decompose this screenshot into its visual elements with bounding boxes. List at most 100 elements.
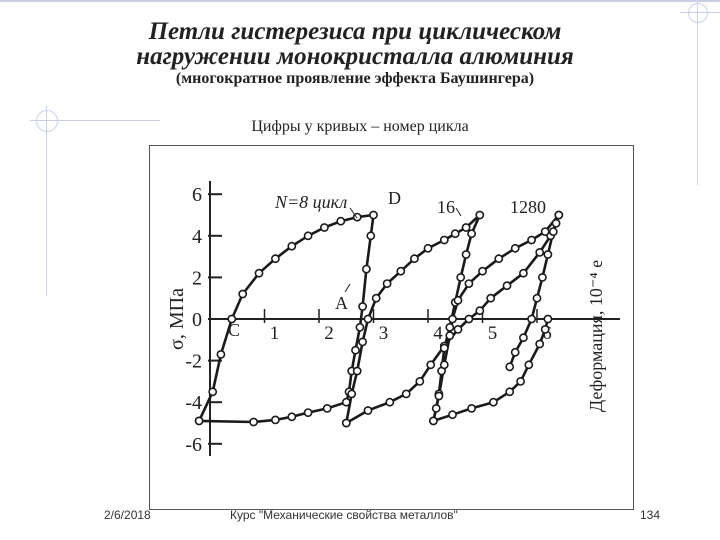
x-tick-label: 6 bbox=[542, 323, 552, 344]
data-point bbox=[464, 279, 474, 288]
annotation-d: D bbox=[388, 188, 401, 208]
slide-subtitle: (многократное проявление эффекта Баушинг… bbox=[175, 70, 535, 87]
data-point bbox=[227, 314, 237, 324]
data-point bbox=[336, 216, 346, 226]
y-tick-label: -6 bbox=[185, 434, 202, 456]
data-point bbox=[341, 397, 351, 407]
data-point bbox=[551, 218, 561, 228]
decorative-left-vertical-line bbox=[46, 106, 47, 296]
data-point bbox=[453, 324, 463, 334]
annotation-n8: N=8 цикл bbox=[274, 192, 347, 212]
annotation-c: C bbox=[228, 320, 240, 340]
data-point bbox=[351, 345, 360, 355]
data-point bbox=[366, 231, 376, 241]
annotation-16-leader bbox=[455, 207, 462, 217]
footer-date: 2/6/2018 bbox=[104, 508, 151, 522]
decorative-top-line bbox=[0, 0, 720, 2]
y-axis-label: σ, МПа bbox=[166, 288, 188, 350]
points-layer bbox=[194, 210, 564, 428]
data-point bbox=[415, 376, 425, 386]
data-point bbox=[527, 314, 536, 324]
data-point bbox=[540, 324, 550, 334]
data-point bbox=[494, 254, 504, 264]
data-point bbox=[505, 387, 515, 397]
decorative-left-horizontal-line bbox=[30, 120, 160, 121]
data-point bbox=[428, 416, 438, 426]
data-point bbox=[355, 322, 365, 332]
data-point bbox=[439, 343, 449, 353]
data-point bbox=[287, 412, 297, 422]
data-point bbox=[448, 410, 457, 420]
data-point bbox=[456, 272, 466, 282]
x-axis-label: Деформация, 10⁻⁴ e bbox=[586, 260, 606, 412]
y-tick-label: -2 bbox=[185, 351, 202, 373]
data-point bbox=[303, 231, 313, 241]
y-tick-label: -4 bbox=[185, 392, 202, 414]
data-point bbox=[358, 302, 367, 311]
data-point bbox=[486, 293, 496, 303]
data-point bbox=[516, 376, 525, 386]
data-point bbox=[445, 322, 455, 332]
data-point bbox=[535, 339, 545, 349]
annotation-n8-leader bbox=[349, 207, 358, 219]
data-point bbox=[208, 387, 218, 397]
data-point bbox=[194, 416, 204, 426]
data-point bbox=[532, 293, 542, 303]
data-point bbox=[450, 229, 460, 239]
data-point bbox=[371, 293, 381, 303]
data-point bbox=[303, 408, 313, 417]
data-point bbox=[347, 389, 357, 399]
y-tick-label: 0 bbox=[192, 309, 202, 331]
data-point bbox=[527, 235, 536, 245]
data-point bbox=[537, 272, 547, 282]
data-point bbox=[341, 418, 351, 428]
data-point bbox=[467, 229, 476, 239]
data-point bbox=[461, 223, 471, 232]
data-point bbox=[543, 314, 553, 324]
hysteresis-chart-frame: 6 4 2 0 -2 -4 -6 1 2 3 4 5 6 σ, МПа Деформация, 10⁻… bbox=[149, 145, 634, 510]
data-point bbox=[423, 243, 433, 253]
data-point bbox=[363, 314, 373, 324]
data-point bbox=[431, 403, 441, 413]
annotation-a-leader bbox=[344, 283, 351, 293]
data-point bbox=[510, 243, 520, 253]
data-point bbox=[445, 331, 455, 340]
data-point bbox=[254, 268, 264, 278]
annotation-a: A bbox=[335, 293, 348, 313]
data-point bbox=[249, 417, 258, 427]
data-point bbox=[448, 314, 457, 324]
annotation-1280: 1280 bbox=[510, 197, 546, 217]
data-point bbox=[238, 289, 248, 299]
data-point bbox=[518, 268, 528, 278]
data-point bbox=[426, 360, 436, 370]
decorative-right-circle bbox=[688, 3, 708, 23]
data-point bbox=[524, 360, 534, 370]
hysteresis-chart: 6 4 2 0 -2 -4 -6 1 2 3 4 5 6 σ, МПа Деформация, 10⁻… bbox=[166, 181, 620, 456]
data-point bbox=[518, 333, 528, 343]
slide-title-line-2: нагружении монокристалла алюминия bbox=[136, 43, 574, 70]
y-tick-label: 6 bbox=[192, 184, 202, 206]
data-point bbox=[271, 415, 280, 425]
data-point bbox=[396, 266, 406, 276]
y-tick-label: 4 bbox=[192, 226, 202, 248]
data-point bbox=[385, 397, 395, 407]
data-point bbox=[319, 223, 329, 232]
data-point bbox=[322, 403, 332, 413]
data-point bbox=[540, 227, 550, 236]
data-point bbox=[382, 279, 392, 288]
data-point bbox=[461, 250, 471, 259]
data-point bbox=[453, 295, 463, 305]
data-point bbox=[352, 366, 362, 376]
data-point bbox=[271, 254, 280, 264]
y-tick-label: 2 bbox=[192, 267, 202, 289]
data-point bbox=[475, 306, 485, 316]
x-tick-label: 3 bbox=[379, 323, 389, 344]
x-ticks: 1 2 3 4 5 6 bbox=[263, 309, 552, 344]
data-point bbox=[216, 349, 226, 359]
x-tick-label: 4 bbox=[433, 323, 443, 344]
data-point bbox=[369, 210, 378, 220]
data-point bbox=[478, 266, 487, 276]
data-point bbox=[510, 347, 520, 357]
data-point bbox=[535, 248, 545, 257]
data-point bbox=[475, 210, 485, 220]
